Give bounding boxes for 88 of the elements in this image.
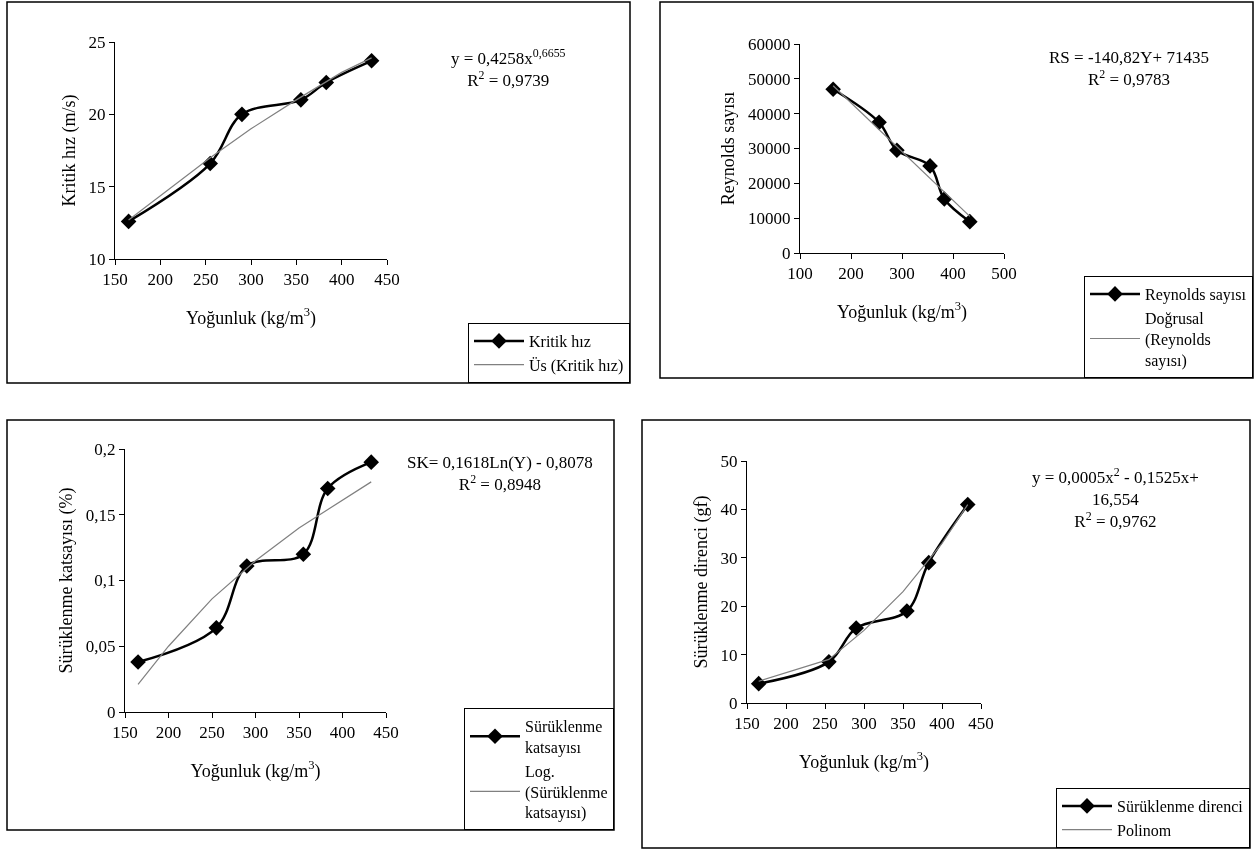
y-tick-label: 30000	[748, 139, 791, 159]
point	[234, 106, 250, 123]
y-tick-label: 0,1	[94, 571, 116, 591]
point	[848, 620, 864, 636]
x-axis-title: Yoğunluk (kg/m$^{3}$)	[799, 748, 929, 773]
y-tick-label: 10	[88, 249, 106, 269]
y-tick-label: 0	[782, 243, 791, 263]
y-tick-label: 40000	[748, 104, 791, 124]
x-tick-label: 400	[328, 270, 355, 290]
x-tick-label: 300	[851, 714, 877, 734]
text: R$^{2}$ = 0,9739	[467, 68, 550, 91]
x-tick-label: 150	[734, 714, 760, 734]
legend-label: Doğrusal (Reynolds sayısı)	[1145, 309, 1211, 370]
x-axis-title: Yoğunluk (kg/m$^{3}$)	[837, 298, 967, 323]
line-series	[137, 481, 372, 685]
y-tick-label: 30	[720, 548, 738, 568]
text: RS = -140,82Y+ 71435	[1049, 48, 1209, 67]
x-tick-label: 200	[147, 270, 174, 290]
x-tick-label: 250	[812, 714, 838, 734]
x-tick-label: 450	[968, 714, 994, 734]
legend-label: Sürüklenme katsayısı	[525, 718, 603, 757]
y-axis-title: Kritik hız (m/s)	[58, 94, 80, 207]
text: R$^{2}$ = 0,9762	[1074, 509, 1157, 532]
y-tick-label: 10000	[748, 209, 791, 229]
y-tick-label: 0,2	[94, 439, 116, 459]
point	[750, 675, 767, 692]
x-tick-label: 400	[329, 723, 356, 743]
point	[208, 620, 225, 636]
y-tick-label: 15	[88, 177, 106, 197]
x-tick-label: 200	[155, 723, 182, 743]
y-tick-label: 50000	[748, 69, 791, 89]
legend-label: Kritik hız	[529, 333, 591, 351]
point	[295, 546, 312, 562]
y-tick-label: 20	[88, 105, 106, 125]
x-tick-label: 400	[929, 714, 955, 734]
point	[319, 480, 336, 497]
y-tick-label: 40	[720, 500, 738, 520]
y-tick-label: 0	[107, 702, 116, 722]
y-tick-label: 10	[720, 645, 738, 665]
x-tick-label: 150	[112, 723, 138, 743]
y-tick-label: 0	[729, 693, 738, 713]
text: SK= 0,1618Ln(Y) - 0,8078	[407, 453, 593, 472]
x-tick-label: 450	[374, 270, 400, 290]
y-tick-label: 20000	[748, 174, 791, 194]
legend-label: Polinom	[1117, 821, 1172, 839]
x-tick-label: 350	[286, 723, 312, 743]
text: y = 0,0005x$^{2}$ - 0,1525x+ 16,554	[1032, 465, 1199, 510]
x-tick-label: 100	[787, 264, 813, 284]
x-axis-title: Yoğunluk (kg/m$^{3}$)	[190, 757, 321, 782]
legend-label: Reynolds sayısı	[1145, 286, 1247, 305]
point	[363, 53, 380, 69]
text: y = 0,4258x$^{0,6655}$	[451, 46, 566, 69]
x-tick-label: 450	[373, 723, 399, 743]
y-tick-label: 50	[720, 451, 738, 471]
point	[962, 213, 978, 230]
point	[363, 454, 380, 470]
x-tick-label: 150	[102, 270, 128, 290]
point	[120, 213, 137, 230]
text: R$^{2}$ = 0,8948	[458, 471, 541, 495]
x-tick-label: 500	[991, 264, 1017, 284]
x-tick-label: 300	[242, 723, 269, 743]
x-tick-label: 300	[889, 264, 915, 284]
x-tick-label: 200	[773, 714, 799, 734]
point	[899, 603, 915, 619]
legend-label: Üs (Kritik hız)	[529, 356, 624, 375]
x-tick-label: 400	[940, 264, 966, 284]
legend-label: Log. (Sürüklenme katsayısı)	[525, 762, 608, 823]
text: R$^{2}$ = 0,9783	[1087, 66, 1171, 90]
x-tick-label: 300	[238, 270, 264, 290]
y-axis-title: Reynolds sayısı	[718, 91, 739, 206]
y-tick-label: 25	[88, 32, 106, 52]
x-axis-title: Yoğunluk (kg/m$^{3}$)	[186, 304, 316, 329]
point	[130, 654, 146, 670]
x-tick-label: 350	[283, 270, 310, 290]
y-tick-label: 20	[720, 597, 738, 617]
y-tick-label: 0,15	[85, 505, 116, 525]
y-tick-label: 60000	[748, 34, 791, 54]
x-tick-label: 200	[838, 264, 864, 284]
y-axis-title: Sürüklenme katsayısı (%)	[56, 487, 78, 674]
legend-label: Sürüklenme direnci	[1117, 798, 1244, 816]
point	[959, 496, 976, 513]
point	[922, 158, 938, 174]
x-tick-label: 350	[890, 714, 916, 734]
x-tick-label: 250	[199, 723, 225, 743]
point	[936, 191, 953, 207]
y-axis-title: Sürüklenme direnci (gf)	[690, 495, 712, 669]
y-tick-label: 0,05	[85, 637, 116, 657]
x-tick-label: 250	[192, 270, 219, 290]
